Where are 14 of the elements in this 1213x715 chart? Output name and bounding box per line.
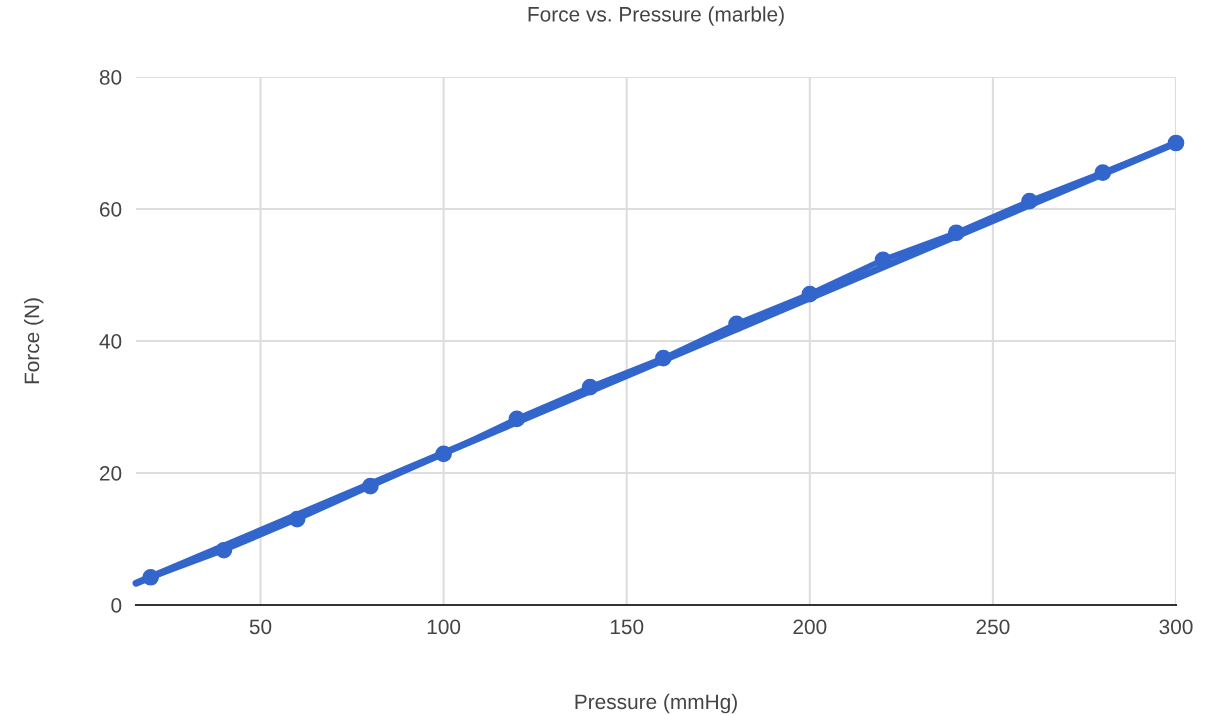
- y-tick-label: 60: [100, 202, 122, 217]
- y-tick-label: 0: [111, 598, 122, 613]
- x-tick-label: 150: [610, 619, 644, 635]
- x-tick-label: 100: [427, 619, 461, 635]
- y-tick-label: 80: [99, 70, 122, 85]
- y-tick-label: 40: [99, 334, 122, 349]
- x-tick-label: 50: [249, 619, 272, 635]
- x-tick-label: 250: [976, 619, 1010, 635]
- x-tick-label: 300: [1159, 619, 1193, 635]
- y-axis-title: Force (N): [23, 298, 44, 384]
- x-axis-title: Pressure (mmHg): [575, 693, 737, 714]
- chart-title: Force vs. Pressure (marble): [528, 6, 784, 26]
- x-tick-label: 200: [793, 619, 827, 635]
- y-tick-label: 20: [99, 466, 122, 481]
